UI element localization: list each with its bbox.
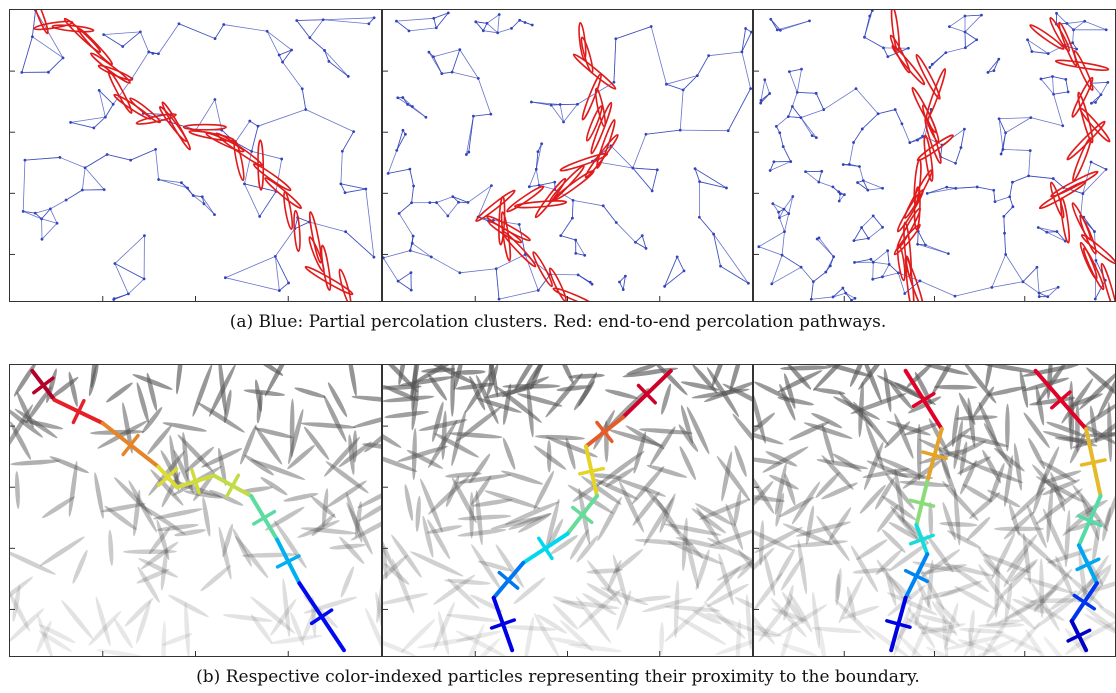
- color-indexed-pathway: [489, 368, 673, 653]
- percolation-pathway: [29, 10, 354, 301]
- panel-b2-color-indexed-particles: [382, 364, 753, 657]
- cluster-network: [757, 10, 1110, 301]
- panel-b1-color-indexed-particles: [9, 364, 382, 657]
- caption-row-b: (b) Respective color-indexed particles r…: [196, 667, 920, 687]
- background-particles: [10, 365, 381, 656]
- panel-b3-color-indexed-particles: [753, 364, 1116, 657]
- color-indexed-pathway: [885, 368, 1107, 653]
- panel-a1-percolation-clusters: [9, 9, 382, 302]
- color-indexed-pathway: [30, 368, 346, 653]
- percolation-pathway: [475, 21, 619, 301]
- background-particles: [754, 365, 1115, 656]
- percolation-pathway: [889, 10, 1115, 301]
- cluster-network: [383, 11, 752, 301]
- caption-row-a: (a) Blue: Partial percolation clusters. …: [229, 312, 887, 332]
- background-particles: [383, 365, 752, 656]
- panel-a3-percolation-clusters: [753, 9, 1116, 302]
- panel-a2-percolation-clusters: [382, 9, 753, 302]
